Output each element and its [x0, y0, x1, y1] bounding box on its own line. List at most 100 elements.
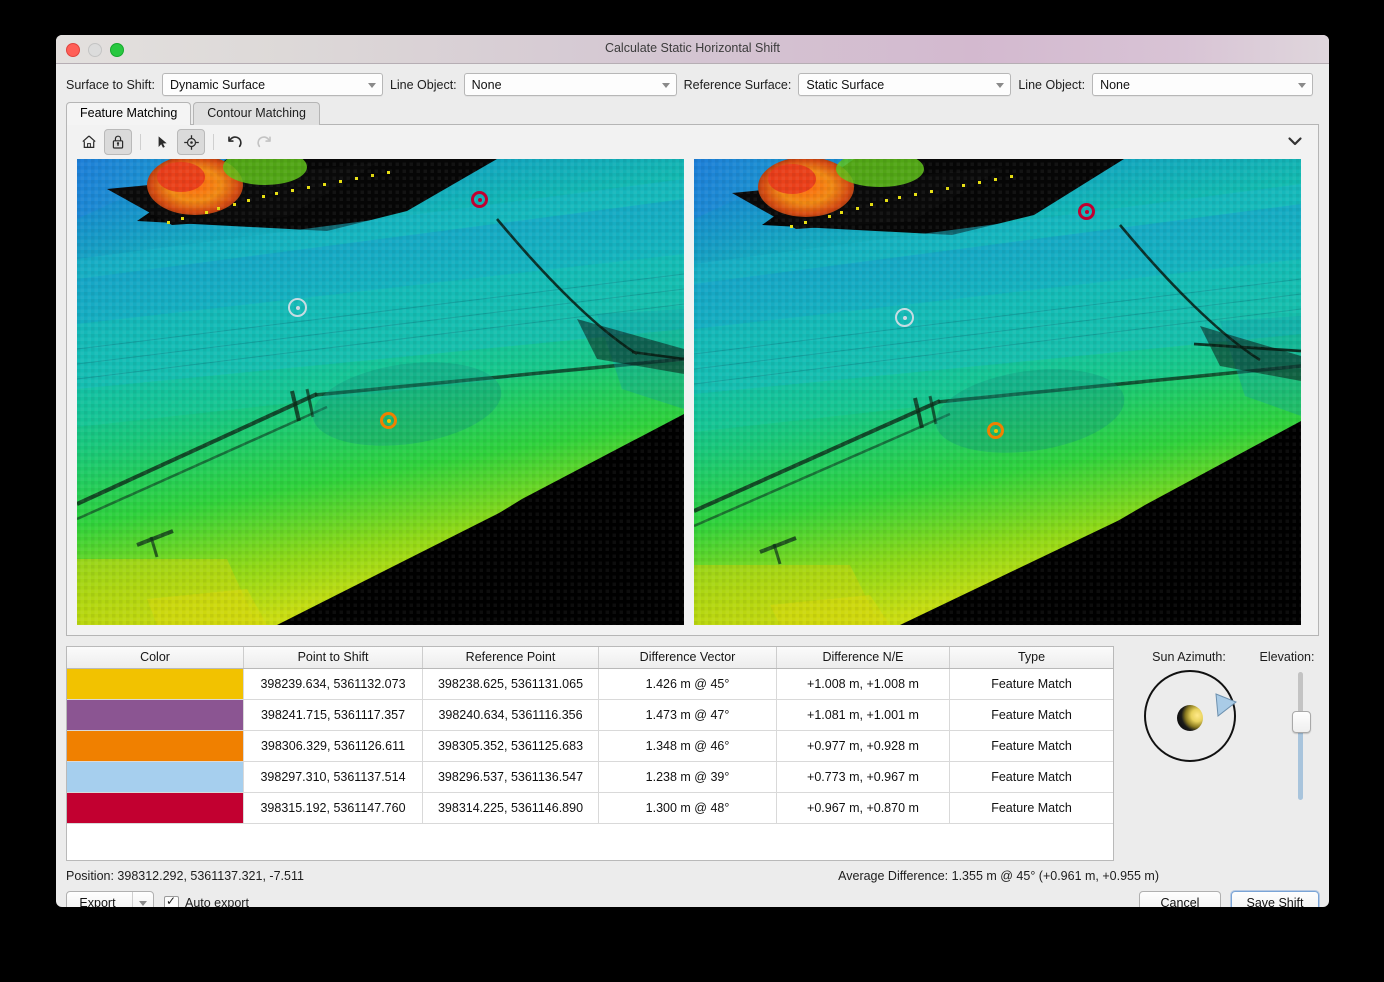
- chevron-down-icon: [1298, 82, 1307, 88]
- toolbar-separator: [213, 134, 214, 150]
- column-header-difference-ne[interactable]: Difference N/E: [777, 647, 950, 668]
- row-color-swatch: [67, 669, 244, 699]
- column-header-reference-point[interactable]: Reference Point: [423, 647, 599, 668]
- cell-difference-vector: 1.426 m @ 45°: [599, 669, 777, 699]
- table-header-row: Color Point to Shift Reference Point Dif…: [67, 647, 1113, 669]
- feature-marker-lightblue[interactable]: [288, 298, 307, 317]
- line-object-2-label: Line Object:: [1018, 77, 1086, 92]
- undo-icon[interactable]: [221, 129, 249, 155]
- home-icon[interactable]: [75, 129, 103, 155]
- row-color-swatch: [67, 793, 244, 823]
- matches-table: Color Point to Shift Reference Point Dif…: [66, 646, 1114, 861]
- window-controls: [66, 43, 124, 57]
- tab-contour-matching[interactable]: Contour Matching: [193, 102, 320, 125]
- table-row[interactable]: 398297.310, 5361137.514 398296.537, 53611…: [67, 762, 1113, 793]
- cell-difference-ne: +0.977 m, +0.928 m: [777, 731, 950, 761]
- table-row[interactable]: 398239.634, 5361132.073 398238.625, 53611…: [67, 669, 1113, 700]
- cell-reference-point: 398305.352, 5361125.683: [423, 731, 599, 761]
- line-object-2-select[interactable]: None: [1092, 73, 1314, 96]
- cancel-button[interactable]: Cancel: [1139, 891, 1221, 907]
- chevron-down-icon: [367, 82, 376, 88]
- cell-reference-point: 398240.634, 5361116.356: [423, 700, 599, 730]
- column-header-color[interactable]: Color: [67, 647, 244, 668]
- row-color-swatch: [67, 731, 244, 761]
- slider-thumb[interactable]: [1292, 711, 1311, 733]
- column-header-difference-vector[interactable]: Difference Vector: [599, 647, 777, 668]
- shading-controls: Sun Azimuth: Elevation:: [1130, 646, 1326, 861]
- cell-reference-point: 398314.225, 5361146.890: [423, 793, 599, 823]
- status-bar: Position: 398312.292, 5361137.321, -7.51…: [66, 869, 1319, 883]
- check-icon: ✓: [166, 893, 177, 908]
- row-color-swatch: [67, 700, 244, 730]
- save-shift-button[interactable]: Save Shift: [1231, 891, 1319, 907]
- pointer-icon[interactable]: [148, 129, 176, 155]
- elevation-slider[interactable]: [1290, 672, 1311, 800]
- toolbar-separator: [140, 134, 141, 150]
- close-button[interactable]: [66, 43, 80, 57]
- chevron-down-icon: [139, 900, 147, 906]
- table-row[interactable]: 398241.715, 5361117.357 398240.634, 53611…: [67, 700, 1113, 731]
- window-title: Calculate Static Horizontal Shift: [604, 41, 781, 55]
- cell-type: Feature Match: [991, 770, 1072, 784]
- matching-panel: [66, 124, 1319, 636]
- column-header-type[interactable]: Type: [1017, 650, 1046, 664]
- reference-marker-orange[interactable]: [987, 422, 1004, 439]
- line-object-2-value: None: [1100, 77, 1130, 92]
- line-object-1-label: Line Object:: [389, 77, 457, 92]
- cell-difference-ne: +1.081 m, +1.001 m: [777, 700, 950, 730]
- reference-surface-value: Static Surface: [806, 77, 885, 92]
- surface-to-shift-select[interactable]: Dynamic Surface: [161, 73, 383, 96]
- slider-track-lower: [1298, 720, 1303, 800]
- color-swatch: [67, 731, 243, 761]
- feature-marker-orange[interactable]: [380, 412, 397, 429]
- cell-difference-vector: 1.300 m @ 48°: [599, 793, 777, 823]
- cell-difference-vector: 1.348 m @ 46°: [599, 731, 777, 761]
- export-dropdown-arrow[interactable]: [132, 892, 153, 907]
- cell-reference-point: 398296.537, 5361136.547: [423, 762, 599, 792]
- minimize-button[interactable]: [88, 43, 102, 57]
- sun-azimuth-label: Sun Azimuth:: [1152, 650, 1226, 664]
- reference-marker-lightblue[interactable]: [895, 308, 914, 327]
- reference-surface-select[interactable]: Static Surface: [798, 73, 1012, 96]
- elevation-label: Elevation:: [1259, 650, 1315, 664]
- feature-marker-crimson[interactable]: [471, 191, 488, 208]
- cell-point-to-shift: 398297.310, 5361137.514: [244, 762, 423, 792]
- cell-type: Feature Match: [991, 677, 1072, 691]
- dialog-window: Calculate Static Horizontal Shift Surfac…: [56, 35, 1329, 907]
- row-color-swatch: [67, 762, 244, 792]
- reference-marker-crimson[interactable]: [1078, 203, 1095, 220]
- line-object-1-select[interactable]: None: [463, 73, 677, 96]
- cell-point-to-shift: 398306.329, 5361126.611: [244, 731, 423, 761]
- static-surface-render: [694, 159, 1301, 625]
- position-readout: Position: 398312.292, 5361137.321, -7.51…: [66, 869, 304, 883]
- surface-to-shift-value: Dynamic Surface: [169, 77, 266, 92]
- auto-export-label: Auto export: [185, 896, 249, 907]
- static-surface-view[interactable]: [694, 159, 1301, 625]
- column-header-point-to-shift[interactable]: Point to Shift: [244, 647, 423, 668]
- export-button[interactable]: Export: [66, 891, 154, 907]
- azimuth-pointer-icon[interactable]: [1130, 664, 1248, 774]
- color-swatch: [67, 793, 243, 823]
- tab-bar: Feature Matching Contour Matching: [56, 102, 1329, 125]
- cell-difference-ne: +0.773 m, +0.967 m: [777, 762, 950, 792]
- lock-icon[interactable]: [104, 129, 132, 155]
- dynamic-surface-render: [77, 159, 684, 625]
- table-row[interactable]: 398315.192, 5361147.760 398314.225, 53611…: [67, 793, 1113, 824]
- auto-export-checkbox[interactable]: ✓ Auto export: [164, 893, 249, 908]
- crosshair-icon[interactable]: [177, 129, 205, 155]
- table-body: 398239.634, 5361132.073 398238.625, 53611…: [67, 669, 1113, 824]
- dynamic-surface-view[interactable]: [77, 159, 684, 625]
- chevron-down-icon: [996, 82, 1005, 88]
- cell-difference-vector: 1.473 m @ 47°: [599, 700, 777, 730]
- cell-type: Feature Match: [991, 708, 1072, 722]
- sun-sphere-icon: [1177, 705, 1203, 731]
- title-bar: Calculate Static Horizontal Shift: [56, 35, 1329, 64]
- table-row[interactable]: 398306.329, 5361126.611 398305.352, 53611…: [67, 731, 1113, 762]
- cell-type: Feature Match: [991, 739, 1072, 753]
- chevron-down-icon[interactable]: [1286, 134, 1304, 153]
- sun-azimuth-dial[interactable]: [1130, 664, 1248, 774]
- zoom-button[interactable]: [110, 43, 124, 57]
- cell-difference-ne: +0.967 m, +0.870 m: [777, 793, 950, 823]
- table-empty-area: [67, 824, 1113, 860]
- tab-feature-matching[interactable]: Feature Matching: [66, 102, 192, 125]
